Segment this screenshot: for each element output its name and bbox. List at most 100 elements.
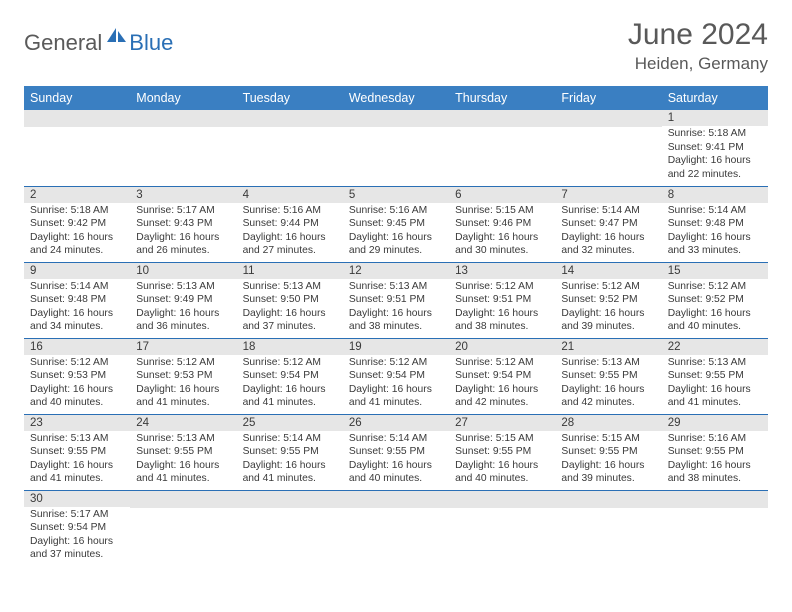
detail-line: Daylight: 16 hours	[668, 154, 762, 168]
detail-line: Sunset: 9:55 PM	[561, 445, 655, 459]
detail-line: and 40 minutes.	[349, 472, 443, 486]
cell-details: Sunrise: 5:18 AMSunset: 9:42 PMDaylight:…	[24, 203, 130, 261]
cell-details: Sunrise: 5:15 AMSunset: 9:46 PMDaylight:…	[449, 203, 555, 261]
cell-details: Sunrise: 5:13 AMSunset: 9:55 PMDaylight:…	[130, 431, 236, 489]
day-number: 25	[237, 415, 343, 431]
day-number	[343, 110, 449, 127]
detail-line: Sunset: 9:55 PM	[668, 369, 762, 383]
detail-line: Sunset: 9:49 PM	[136, 293, 230, 307]
calendar-cell: 5Sunrise: 5:16 AMSunset: 9:45 PMDaylight…	[343, 186, 449, 262]
calendar-cell: 6Sunrise: 5:15 AMSunset: 9:46 PMDaylight…	[449, 186, 555, 262]
detail-line: and 42 minutes.	[561, 396, 655, 410]
detail-line: and 40 minutes.	[30, 396, 124, 410]
calendar-cell	[24, 110, 130, 186]
calendar-week-row: 23Sunrise: 5:13 AMSunset: 9:55 PMDayligh…	[24, 414, 768, 490]
logo: General Blue	[24, 26, 173, 59]
logo-text-blue: Blue	[129, 30, 173, 56]
detail-line: Daylight: 16 hours	[455, 459, 549, 473]
detail-line: Daylight: 16 hours	[455, 383, 549, 397]
detail-line: Sunrise: 5:15 AM	[455, 204, 549, 218]
detail-line: and 37 minutes.	[30, 548, 124, 562]
detail-line: and 26 minutes.	[136, 244, 230, 258]
day-number	[130, 491, 236, 508]
cell-details: Sunrise: 5:15 AMSunset: 9:55 PMDaylight:…	[449, 431, 555, 489]
detail-line: Sunset: 9:52 PM	[668, 293, 762, 307]
calendar-week-row: 9Sunrise: 5:14 AMSunset: 9:48 PMDaylight…	[24, 262, 768, 338]
detail-line: and 37 minutes.	[243, 320, 337, 334]
cell-details: Sunrise: 5:17 AMSunset: 9:54 PMDaylight:…	[24, 507, 130, 565]
detail-line: Daylight: 16 hours	[455, 307, 549, 321]
detail-line: and 40 minutes.	[668, 320, 762, 334]
cell-details: Sunrise: 5:16 AMSunset: 9:44 PMDaylight:…	[237, 203, 343, 261]
cell-details: Sunrise: 5:12 AMSunset: 9:53 PMDaylight:…	[130, 355, 236, 413]
cell-details: Sunrise: 5:12 AMSunset: 9:54 PMDaylight:…	[237, 355, 343, 413]
day-number: 20	[449, 339, 555, 355]
detail-line: Daylight: 16 hours	[349, 307, 443, 321]
detail-line: Sunset: 9:55 PM	[455, 445, 549, 459]
day-header: Sunday	[24, 86, 130, 110]
day-number: 10	[130, 263, 236, 279]
day-number: 8	[662, 187, 768, 203]
day-number: 26	[343, 415, 449, 431]
header: General Blue June 2024 Heiden, Germany	[24, 18, 768, 74]
detail-line: Sunrise: 5:12 AM	[136, 356, 230, 370]
detail-line: and 29 minutes.	[349, 244, 443, 258]
cell-details: Sunrise: 5:13 AMSunset: 9:50 PMDaylight:…	[237, 279, 343, 337]
cell-details: Sunrise: 5:13 AMSunset: 9:55 PMDaylight:…	[662, 355, 768, 413]
detail-line: and 39 minutes.	[561, 472, 655, 486]
cell-details: Sunrise: 5:13 AMSunset: 9:49 PMDaylight:…	[130, 279, 236, 337]
detail-line: and 41 minutes.	[668, 396, 762, 410]
detail-line: Sunset: 9:55 PM	[668, 445, 762, 459]
day-header: Wednesday	[343, 86, 449, 110]
detail-line: and 27 minutes.	[243, 244, 337, 258]
detail-line: Sunset: 9:53 PM	[136, 369, 230, 383]
detail-line: Daylight: 16 hours	[136, 383, 230, 397]
calendar-cell: 11Sunrise: 5:13 AMSunset: 9:50 PMDayligh…	[237, 262, 343, 338]
day-number: 16	[24, 339, 130, 355]
detail-line: Sunset: 9:55 PM	[349, 445, 443, 459]
detail-line: and 36 minutes.	[136, 320, 230, 334]
calendar-cell: 28Sunrise: 5:15 AMSunset: 9:55 PMDayligh…	[555, 414, 661, 490]
calendar-cell: 1Sunrise: 5:18 AMSunset: 9:41 PMDaylight…	[662, 110, 768, 186]
detail-line: Sunrise: 5:16 AM	[668, 432, 762, 446]
detail-line: Daylight: 16 hours	[455, 231, 549, 245]
detail-line: Sunrise: 5:14 AM	[30, 280, 124, 294]
cell-details: Sunrise: 5:12 AMSunset: 9:53 PMDaylight:…	[24, 355, 130, 413]
sail-icon	[105, 26, 127, 49]
detail-line: Sunset: 9:45 PM	[349, 217, 443, 231]
detail-line: Sunrise: 5:18 AM	[668, 127, 762, 141]
calendar-cell	[555, 110, 661, 186]
detail-line: Daylight: 16 hours	[561, 459, 655, 473]
detail-line: Daylight: 16 hours	[30, 231, 124, 245]
detail-line: Sunset: 9:42 PM	[30, 217, 124, 231]
detail-line: Daylight: 16 hours	[561, 231, 655, 245]
cell-details: Sunrise: 5:14 AMSunset: 9:55 PMDaylight:…	[237, 431, 343, 489]
detail-line: and 42 minutes.	[455, 396, 549, 410]
calendar-cell	[449, 490, 555, 566]
detail-line: and 34 minutes.	[30, 320, 124, 334]
cell-details: Sunrise: 5:14 AMSunset: 9:48 PMDaylight:…	[662, 203, 768, 261]
detail-line: Daylight: 16 hours	[243, 307, 337, 321]
detail-line: Sunrise: 5:12 AM	[455, 356, 549, 370]
detail-line: Sunset: 9:55 PM	[561, 369, 655, 383]
day-number: 2	[24, 187, 130, 203]
detail-line: Sunrise: 5:15 AM	[455, 432, 549, 446]
detail-line: Daylight: 16 hours	[136, 231, 230, 245]
calendar-cell	[130, 110, 236, 186]
detail-line: Sunrise: 5:14 AM	[561, 204, 655, 218]
day-number: 30	[24, 491, 130, 507]
detail-line: Daylight: 16 hours	[561, 307, 655, 321]
detail-line: Sunset: 9:55 PM	[243, 445, 337, 459]
calendar-cell: 29Sunrise: 5:16 AMSunset: 9:55 PMDayligh…	[662, 414, 768, 490]
detail-line: Daylight: 16 hours	[136, 307, 230, 321]
day-number: 19	[343, 339, 449, 355]
day-number: 28	[555, 415, 661, 431]
day-number: 11	[237, 263, 343, 279]
day-header: Thursday	[449, 86, 555, 110]
detail-line: Sunrise: 5:14 AM	[349, 432, 443, 446]
cell-details: Sunrise: 5:17 AMSunset: 9:43 PMDaylight:…	[130, 203, 236, 261]
detail-line: Sunrise: 5:13 AM	[136, 432, 230, 446]
detail-line: Sunrise: 5:13 AM	[349, 280, 443, 294]
detail-line: Sunset: 9:48 PM	[30, 293, 124, 307]
day-number	[449, 491, 555, 508]
